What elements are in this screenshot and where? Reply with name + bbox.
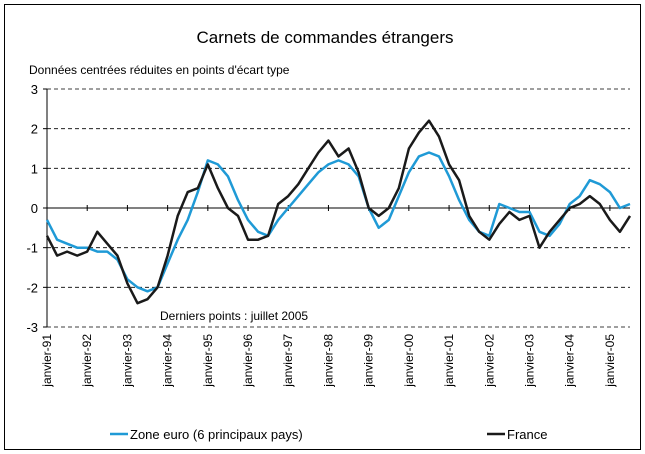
x-tick-label: janvier-95 bbox=[201, 334, 215, 388]
x-tick-label: janvier-01 bbox=[442, 334, 456, 388]
x-tick-label: janvier-92 bbox=[80, 334, 94, 388]
series-line bbox=[45, 151, 631, 293]
legend-label: France bbox=[507, 427, 547, 442]
x-tick-label: janvier-05 bbox=[603, 334, 617, 388]
y-tick-label: -2 bbox=[26, 280, 38, 295]
x-tick-label: janvier-91 bbox=[40, 334, 54, 388]
x-tick-label: janvier-97 bbox=[281, 334, 295, 388]
chart-subtitle: Données centrées réduites en points d'éc… bbox=[29, 63, 290, 77]
x-tick-label: janvier-98 bbox=[321, 334, 335, 388]
y-tick-label: 2 bbox=[31, 122, 38, 137]
x-tick-label: janvier-04 bbox=[563, 334, 577, 388]
x-tick-label: janvier-94 bbox=[161, 334, 175, 388]
x-tick-label: janvier-00 bbox=[402, 334, 416, 388]
series-line bbox=[45, 119, 632, 305]
annotation: Derniers points : juillet 2005 bbox=[160, 309, 308, 323]
chart-title: Carnets de commandes étrangers bbox=[196, 28, 453, 47]
y-tick-label: 0 bbox=[31, 201, 38, 216]
x-tick-label: janvier-03 bbox=[522, 334, 536, 388]
x-tick-label: janvier-93 bbox=[120, 334, 134, 388]
y-tick-label: -1 bbox=[26, 241, 38, 256]
y-tick-label: 1 bbox=[31, 161, 38, 176]
x-tick-label: janvier-02 bbox=[482, 334, 496, 388]
frame bbox=[4, 4, 641, 450]
y-tick-label: 3 bbox=[31, 82, 38, 97]
y-tick-label: -3 bbox=[26, 320, 38, 335]
legend-label: Zone euro (6 principaux pays) bbox=[130, 427, 303, 442]
x-tick-label: janvier-99 bbox=[362, 334, 376, 388]
x-tick-label: janvier-96 bbox=[241, 334, 255, 388]
